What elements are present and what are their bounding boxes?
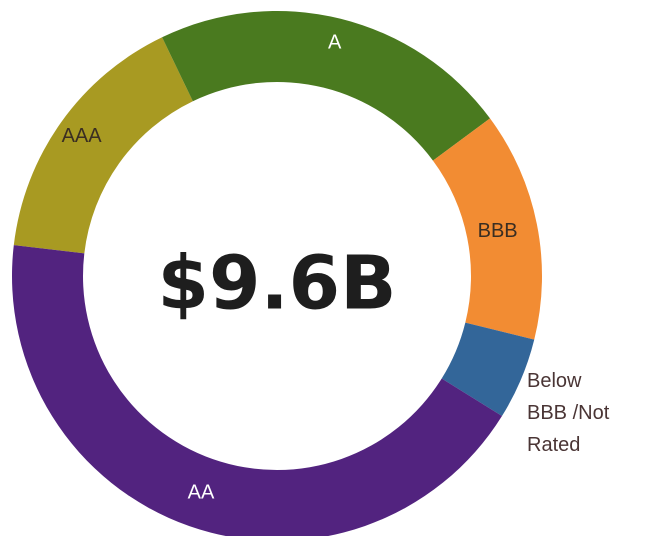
donut-segment <box>432 118 542 340</box>
donut-segment <box>12 245 502 536</box>
donut-segment <box>13 37 193 254</box>
donut-segment <box>162 11 491 161</box>
center-label: $9.6B <box>158 241 397 327</box>
segment-label: AA <box>188 481 215 503</box>
donut-segment <box>441 322 535 417</box>
segment-label: A <box>328 31 342 53</box>
segment-label: Below BBB /Not Rated <box>527 370 610 456</box>
segment-label: BBB <box>478 220 518 242</box>
segment-label: AAA <box>62 125 103 147</box>
